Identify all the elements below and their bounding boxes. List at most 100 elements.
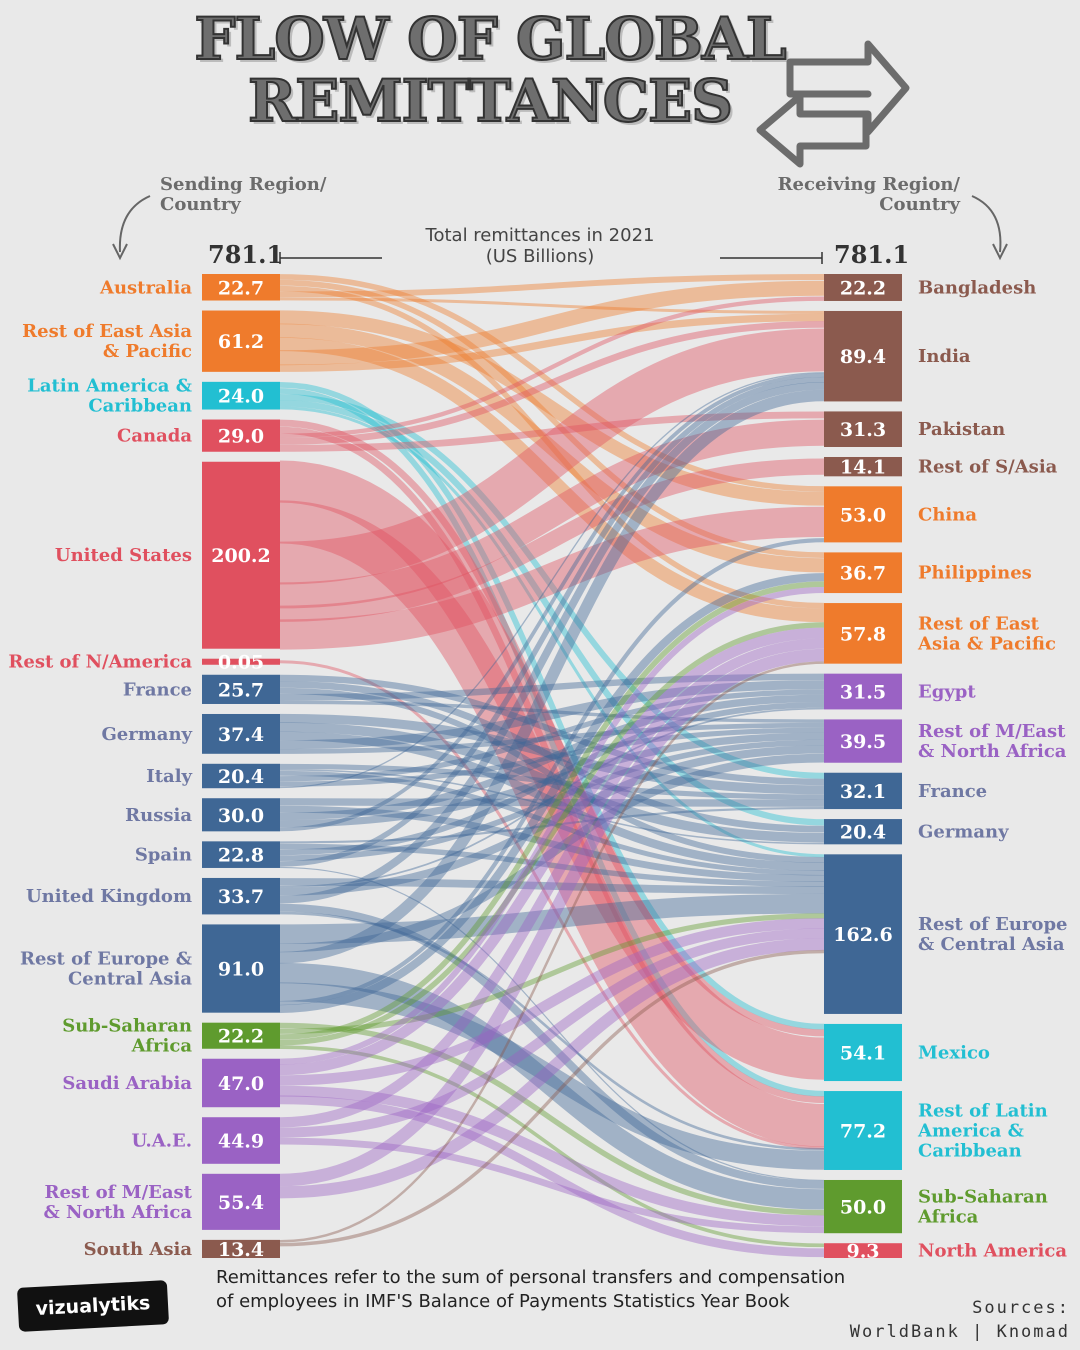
flow-link bbox=[279, 458, 825, 622]
source-name-line: United Kingdom bbox=[26, 886, 192, 907]
source-name-line: Italy bbox=[146, 766, 192, 787]
flow-link bbox=[279, 321, 825, 445]
target-bar bbox=[824, 1243, 902, 1258]
source-name-line: Africa bbox=[131, 1036, 193, 1057]
target-name-label: Rest of M/East & North Africa bbox=[918, 721, 1067, 762]
source-name-line: & Pacific bbox=[103, 341, 192, 362]
target-node-rest-of-europe-central-asia: 162.6 Rest of Europe & Central Asia bbox=[824, 854, 1067, 1014]
target-name-line: Philippines bbox=[918, 563, 1032, 584]
source-value-label: 44.9 bbox=[218, 1131, 264, 1153]
source-value-label: 47.0 bbox=[218, 1073, 264, 1095]
flow-link bbox=[279, 419, 825, 609]
flow-link bbox=[279, 376, 825, 867]
total-caption-line-2: (US Billions) bbox=[485, 246, 595, 267]
target-bar bbox=[824, 552, 902, 594]
flow-link bbox=[279, 689, 825, 782]
flow-link bbox=[279, 280, 825, 366]
target-value-label: 57.8 bbox=[840, 623, 886, 645]
target-name-label: Sub-Saharan Africa bbox=[917, 1187, 1048, 1228]
target-node-pakistan: 31.3 Pakistan bbox=[824, 411, 1005, 447]
target-bar bbox=[824, 456, 902, 477]
flow-link bbox=[279, 373, 825, 832]
target-name-label: Bangladesh bbox=[918, 277, 1036, 298]
flow-link bbox=[279, 1022, 825, 1216]
chart-title: FLOW OF GLOBAL REMITTANCES bbox=[185, 7, 795, 133]
source-value-label: 25.7 bbox=[218, 679, 264, 701]
total-right: 781.1 bbox=[834, 240, 910, 269]
target-name-label: India bbox=[918, 346, 971, 367]
target-value-label: 53.0 bbox=[840, 504, 886, 526]
source-name-line: U.A.E. bbox=[131, 1131, 192, 1152]
source-value-label: 33.7 bbox=[218, 886, 264, 908]
flow-link bbox=[279, 681, 825, 833]
flow-link bbox=[279, 274, 825, 492]
flow-link bbox=[279, 313, 825, 372]
source-bar bbox=[202, 798, 280, 832]
target-name-line: France bbox=[918, 781, 987, 802]
target-value-label: 162.6 bbox=[833, 924, 893, 946]
source-name-line: Canada bbox=[117, 426, 192, 447]
flow-link bbox=[279, 328, 825, 585]
target-name-line: Asia & Pacific bbox=[917, 633, 1056, 654]
sources: Sources: WorldBank | Knomad bbox=[850, 1296, 1070, 1344]
source-name-line: Germany bbox=[101, 724, 192, 745]
source-bar bbox=[202, 763, 280, 789]
target-name-label: China bbox=[918, 504, 977, 525]
source-bar bbox=[202, 310, 280, 372]
target-name-label: Rest of S/Asia bbox=[918, 457, 1058, 478]
flow-link bbox=[279, 274, 825, 298]
source-bar bbox=[202, 1239, 280, 1258]
source-name-label: France bbox=[123, 679, 192, 700]
source-name-line: Rest of Europe & bbox=[20, 949, 192, 970]
total-caption: Total remittances in 2021 (US Billions) bbox=[395, 225, 685, 267]
source-node-south-asia: 13.4 South Asia bbox=[84, 1239, 280, 1261]
target-node-india: 89.4 India bbox=[824, 310, 971, 402]
source-name-line: Rest of M/East bbox=[45, 1182, 193, 1203]
receiving-arrowhead-icon bbox=[992, 243, 1008, 261]
target-node-france: 32.1 France bbox=[824, 772, 987, 810]
flow-link bbox=[279, 722, 825, 843]
target-bar bbox=[824, 719, 902, 763]
source-bar bbox=[202, 381, 280, 410]
target-value-label: 89.4 bbox=[840, 346, 886, 368]
flow-link bbox=[279, 323, 825, 573]
flow-link bbox=[279, 419, 825, 1037]
flow-link bbox=[279, 913, 825, 1034]
source-value-label: 13.4 bbox=[218, 1239, 264, 1261]
target-node-mexico: 54.1 Mexico bbox=[824, 1023, 990, 1082]
target-name-line: & Central Asia bbox=[918, 934, 1065, 955]
source-name-line: Australia bbox=[99, 277, 192, 298]
flow-link bbox=[279, 701, 825, 856]
target-node-philippines: 36.7 Philippines bbox=[824, 552, 1032, 594]
source-name-line: Rest of N/America bbox=[8, 652, 192, 673]
flow-link bbox=[279, 660, 825, 1150]
source-value-label: 55.4 bbox=[218, 1192, 264, 1214]
flow-link bbox=[279, 763, 825, 800]
flow-link bbox=[279, 411, 825, 452]
source-name-line: Rest of East Asia bbox=[22, 321, 192, 342]
flow-link bbox=[279, 381, 825, 904]
receiving-header-line-2: Country bbox=[879, 194, 960, 215]
target-name-line: Pakistan bbox=[918, 419, 1005, 440]
flow-link bbox=[279, 381, 825, 1030]
target-name-label: Rest of Europe & Central Asia bbox=[918, 914, 1067, 955]
source-value-label: 20.4 bbox=[218, 766, 264, 788]
sources-heading: Sources: bbox=[972, 1298, 1070, 1318]
target-name-label: Rest of Latin America & Caribbean bbox=[917, 1101, 1048, 1162]
flow-link bbox=[279, 538, 825, 1006]
flow-link bbox=[279, 1085, 825, 1227]
source-bar bbox=[202, 877, 280, 915]
receiving-header-line-1: Receiving Region/ bbox=[777, 174, 960, 195]
target-name-line: & North Africa bbox=[918, 741, 1067, 762]
flow-link bbox=[279, 903, 825, 1189]
source-name-line: United States bbox=[55, 545, 192, 566]
target-name-line: Africa bbox=[917, 1207, 979, 1228]
flow-link bbox=[279, 928, 825, 1138]
flow-link bbox=[279, 680, 825, 750]
target-value-label: 20.4 bbox=[840, 822, 886, 844]
source-node-spain: 22.8 Spain bbox=[135, 841, 280, 868]
source-bar bbox=[202, 841, 280, 868]
flow-link bbox=[279, 713, 825, 795]
target-name-label: Mexico bbox=[918, 1042, 990, 1063]
flow-link bbox=[279, 911, 825, 1151]
